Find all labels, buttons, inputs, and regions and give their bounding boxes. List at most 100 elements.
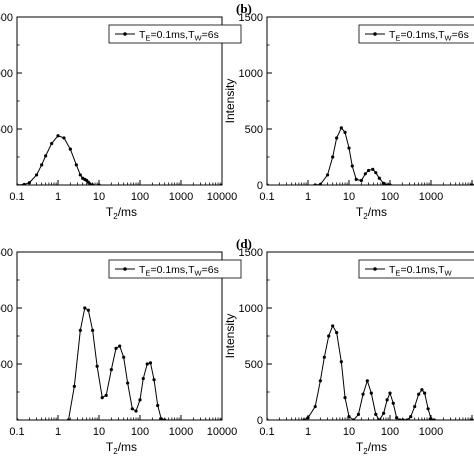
data-point [34,173,39,177]
legend-prefix: T [139,264,146,276]
data-point [322,355,326,359]
x-tick-label: 1000 [169,191,193,203]
x-axis-label-unit: /ms [118,205,137,219]
series-1 [17,134,222,185]
data-point [366,168,371,173]
data-point [382,181,386,185]
data-point [114,346,118,350]
data-point [374,171,378,175]
data-point [56,134,60,138]
data-point [313,183,317,185]
y-axis-label: Intensity [223,314,237,359]
panel-label: (b) [236,1,252,16]
x-axis-label-unit: /ms [368,205,387,219]
chart-panel-2: 0.1 1 10 100 1000050010001500IntensityT2/ms(… [223,1,474,221]
legend-suffix: =6s [202,264,219,276]
legend-sub1: E [145,34,150,43]
x-tick-label: 100 [131,191,149,203]
data-point [420,388,424,392]
data-point [369,391,373,395]
x-tick-label: 1000 [169,426,193,438]
data-point [325,173,330,177]
y-tick-label: 0 [257,180,263,192]
data-point [44,154,48,158]
x-tick-label: 0.1 [9,191,24,203]
data-point [401,418,405,420]
chart-panel-4: 0.1 1 10 100 1000050010001500IntensityT2/ms(… [223,236,474,456]
data-point [371,167,375,171]
data-point [50,141,54,146]
data-point [118,344,122,348]
data-point [267,183,269,185]
legend-mid: =0.1ms,T [150,264,195,276]
data-point [74,163,78,167]
data-point [429,417,433,420]
legend-sub2: W [445,269,453,278]
y-tick-label: 500 [245,124,263,136]
x-axis-label-subscript: 2 [113,212,118,221]
data-point [382,411,386,415]
data-point [417,392,421,396]
data-point [66,418,71,420]
data-point [413,404,417,409]
legend-marker [373,267,377,271]
legend-box [358,24,474,44]
y-tick-label: 1500 [239,247,263,259]
legend-prefix: T [389,29,396,41]
legend-marker [123,32,127,36]
data-point [126,381,130,385]
legend-sub1: E [395,269,400,278]
x-tick-label: 100 [131,426,149,438]
legend-sub1: E [145,269,150,278]
data-point [377,176,381,180]
legend-mid: =0.1ms,T [400,29,445,41]
data-point [365,379,369,383]
data-point [267,418,269,420]
data-point [17,183,19,185]
x-tick-label: 10 [343,426,355,438]
legend-mid: =0.1ms,T [400,264,445,276]
data-point [470,183,474,185]
data-point [318,182,322,185]
x-tick-label: 10 [343,191,355,203]
data-point [40,163,44,167]
legend-sub2: W [195,269,203,278]
y-tick-label: 0 [257,415,263,427]
x-axis-label-unit: /ms [118,440,137,454]
data-point [134,409,138,413]
legend-entry: TE=0.1ms,TW [389,264,453,278]
y-tick-label: 500 [245,359,263,371]
data-point [354,177,358,181]
series-1 [17,306,222,420]
data-point [361,392,365,396]
data-point [363,172,367,176]
data-point [339,360,343,364]
y-tick-label: 1000 [0,68,13,80]
x-tick-label: 1 [305,191,311,203]
legend-mid: =0.1ms,T [150,29,195,41]
data-point [470,418,474,420]
data-point [97,183,101,185]
data-point [343,130,347,134]
legend: TE=0.1ms,TW=6s [108,24,242,44]
y-tick-label: 1000 [239,68,263,80]
data-point [313,404,317,409]
data-point [78,328,82,332]
data-point [426,407,430,411]
legend-sub2: W [195,34,203,43]
data-point [405,418,409,420]
data-point [22,182,26,185]
data-point [350,164,354,168]
legend-marker [123,267,127,271]
x-axis-label: T2/ms [106,205,137,221]
data-point [339,126,343,130]
x-axis-label-symbol: T [356,440,364,454]
data-point [27,181,31,185]
data-point [374,412,378,416]
data-point [347,415,351,419]
data-point [359,178,363,183]
data-point [145,362,149,366]
y-tick-label: 500 [0,124,13,136]
data-point [141,376,145,381]
